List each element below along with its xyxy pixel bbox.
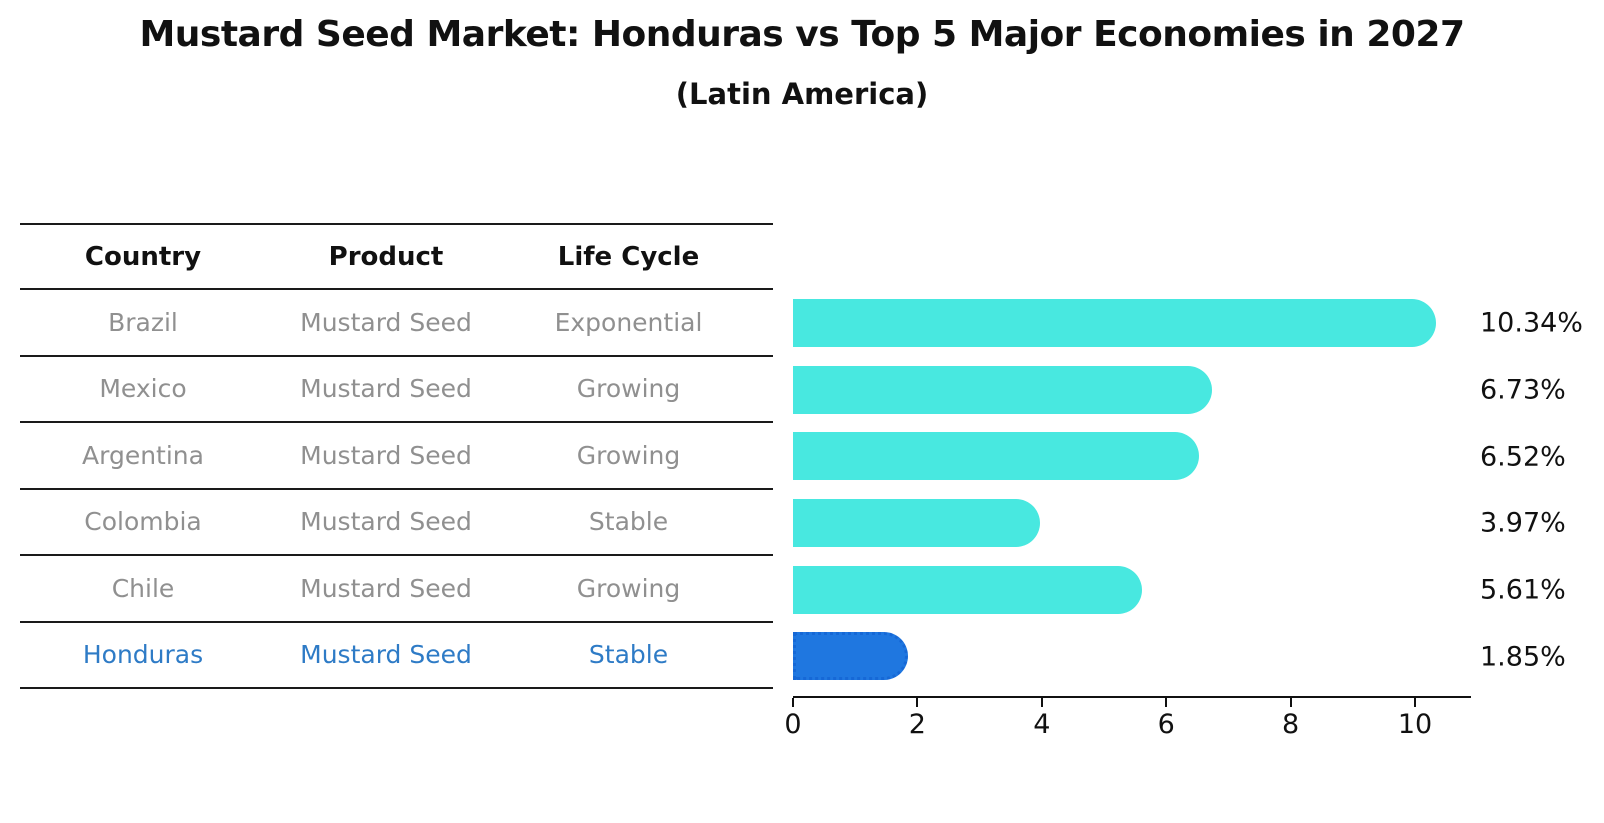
bar <box>793 432 1199 481</box>
tick-label: 8 <box>1282 709 1300 740</box>
bar-row: 1.85% <box>793 623 1566 690</box>
bar-row: 10.34% <box>793 290 1583 357</box>
header-cell-product: Product <box>328 241 444 272</box>
chart-subtitle: (Latin America) <box>675 77 929 111</box>
header-cell-country: Country <box>84 241 202 272</box>
cell-country: Argentina <box>82 440 204 470</box>
bar-chart: 10.34% 6.73% 6.52% 3.97% 5.61% 1.85% <box>793 290 1583 690</box>
cell-lifecycle: Stable <box>588 640 669 670</box>
table-row: Argentina Mustard Seed Growing <box>20 423 773 490</box>
bar-value-label: 1.85% <box>1480 641 1566 673</box>
bar-row: 6.52% <box>793 423 1566 490</box>
bar-row: 6.73% <box>793 357 1566 424</box>
bar-value-label: 6.52% <box>1480 441 1566 473</box>
tick-mark-icon <box>792 698 794 707</box>
data-table: Country Product Life Cycle Brazil Mustar… <box>20 223 773 689</box>
cell-country: Honduras <box>82 640 204 670</box>
cell-country: Chile <box>111 573 175 603</box>
cell-country: Brazil <box>108 307 178 337</box>
cell-product: Mustard Seed <box>300 374 472 404</box>
bar-value-label: 5.61% <box>1480 574 1566 606</box>
tick-mark-icon <box>916 698 919 707</box>
bar <box>793 365 1212 414</box>
table-body: Brazil Mustard Seed Exponential Mexico M… <box>20 290 773 689</box>
tick-mark-icon <box>1165 698 1168 707</box>
bar-value-label: 6.73% <box>1480 374 1566 406</box>
tick-mark-icon <box>1040 698 1043 707</box>
cell-lifecycle: Growing <box>576 374 681 404</box>
cell-country: Mexico <box>99 374 187 404</box>
table-row: Colombia Mustard Seed Stable <box>20 490 773 556</box>
tick-mark-icon <box>1414 698 1417 707</box>
x-axis-line <box>793 696 1471 698</box>
cell-lifecycle: Stable <box>588 507 669 537</box>
header-cell-lifecycle: Life Cycle <box>557 241 700 272</box>
tick-mark-icon <box>1289 698 1292 707</box>
cell-country: Colombia <box>84 507 202 537</box>
cell-product: Mustard Seed <box>300 507 472 537</box>
tick-label: 6 <box>1157 709 1175 740</box>
cell-lifecycle: Growing <box>576 573 681 603</box>
cell-product: Mustard Seed <box>300 573 472 603</box>
cell-lifecycle: Growing <box>576 440 681 470</box>
bar-value-label: 10.34% <box>1480 307 1583 339</box>
table-row: Brazil Mustard Seed Exponential <box>20 290 773 357</box>
tick-label: 4 <box>1033 709 1051 740</box>
x-axis-ticks: 0 2 4 6 8 10 <box>784 698 1471 748</box>
bar-row: 3.97% <box>793 490 1566 557</box>
bar <box>793 565 1142 614</box>
cell-product: Mustard Seed <box>300 307 472 337</box>
chart-title: Mustard Seed Market: Honduras vs Top 5 M… <box>139 14 1465 55</box>
bar <box>793 299 1437 347</box>
bar-row: 5.61% <box>793 557 1566 624</box>
table-row: Chile Mustard Seed Growing <box>20 556 773 623</box>
bar-value-label: 3.97% <box>1480 507 1566 539</box>
tick-label: 10 <box>1397 709 1433 740</box>
tick-label: 2 <box>908 709 926 740</box>
cell-product: Mustard Seed <box>300 440 472 470</box>
table-row: Honduras Mustard Seed Stable <box>20 623 773 689</box>
bar <box>793 632 909 681</box>
tick-label: 0 <box>784 709 802 740</box>
table-header-row: Country Product Life Cycle <box>20 225 773 290</box>
cell-product: Mustard Seed <box>300 640 472 670</box>
table-row: Mexico Mustard Seed Growing <box>20 357 773 423</box>
bar <box>793 498 1040 547</box>
cell-lifecycle: Exponential <box>554 307 703 337</box>
